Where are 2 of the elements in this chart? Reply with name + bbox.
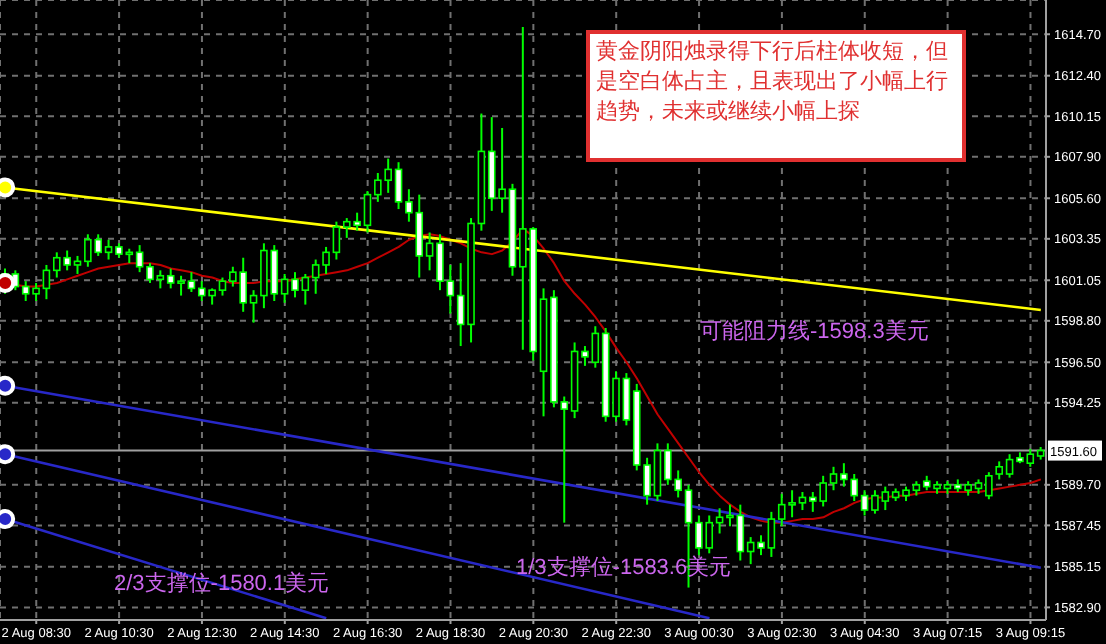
annotation: 黄金阴阳烛录得下行后柱体收短，但是空白体占主，且表现出了小幅上行趋势，未来或继续小幅上探 [586, 30, 966, 162]
annotation: 可能阻力线-1598.3美元 [700, 317, 929, 346]
